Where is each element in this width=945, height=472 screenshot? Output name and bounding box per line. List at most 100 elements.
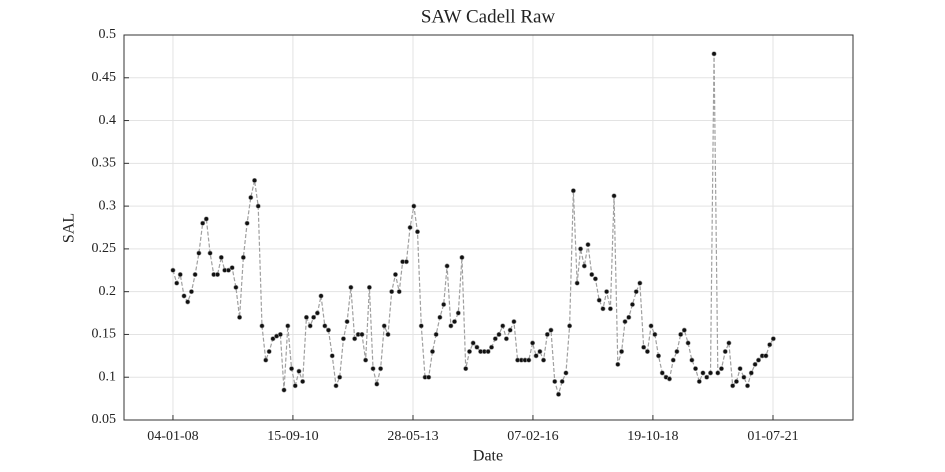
data-point [352,336,358,342]
data-point [496,331,502,337]
data-point [314,310,320,316]
data-point [340,336,346,342]
data-point [641,344,647,350]
data-point [637,280,643,286]
data-point [266,349,272,355]
data-point [289,366,295,372]
data-point [570,188,576,194]
data-point [492,336,498,342]
data-point [403,259,409,265]
data-point [259,323,265,329]
y-tick-label: 0.35 [92,156,117,171]
data-point [489,344,495,350]
x-axis-label: Date [473,448,503,465]
data-point [589,272,595,278]
data-point [619,349,625,355]
data-point [745,383,751,389]
data-point [666,376,672,382]
data-point [333,383,339,389]
data-point [733,378,739,384]
data-point [622,319,628,325]
data-point [659,370,665,376]
data-point [225,267,231,273]
data-point [533,353,539,359]
data-point [541,357,547,363]
data-point [752,361,758,367]
data-point [174,280,180,286]
data-point [604,289,610,295]
data-point [426,374,432,380]
data-point [237,314,243,320]
data-point [648,323,654,329]
data-point [300,378,306,384]
data-point [177,272,183,278]
y-tick-label: 0.45 [92,70,117,85]
data-point [270,336,276,342]
data-point [448,323,454,329]
data-point [763,353,769,359]
data-point [470,340,476,346]
data-point [674,349,680,355]
data-point [433,331,439,337]
y-tick-label: 0.2 [99,284,117,299]
data-point [363,357,369,363]
x-tick-label: 19-10-18 [627,429,678,444]
data-point [322,323,328,329]
data-point [670,357,676,363]
data-point [556,391,562,397]
data-point [708,370,714,376]
x-tick-label: 01-07-21 [747,429,798,444]
data-point [574,280,580,286]
plot-frame [123,34,854,421]
data-point [581,263,587,269]
data-point [370,366,376,372]
data-point [285,323,291,329]
data-point [429,349,435,355]
x-tick-label: 28-05-13 [387,429,438,444]
data-point [730,383,736,389]
data-point [615,361,621,367]
data-point [392,272,398,278]
data-point [503,336,509,342]
data-point [700,370,706,376]
x-tick-label: 15-09-10 [267,429,318,444]
y-tick-label: 0.4 [99,113,117,128]
data-point [407,225,413,231]
data-point [348,284,354,290]
data-point [188,289,194,295]
data-point [185,299,191,305]
data-point [678,331,684,337]
data-point [411,203,417,209]
data-point [452,319,458,325]
data-point [552,378,558,384]
data-point [500,323,506,329]
data-point [722,349,728,355]
data-point [526,357,532,363]
data-point [755,357,761,363]
data-point [318,293,324,299]
data-point [418,323,424,329]
data-point [181,293,187,299]
data-point [396,289,402,295]
data-point [544,331,550,337]
data-point [329,353,335,359]
data-point [337,374,343,380]
data-point [444,263,450,269]
data-point [592,276,598,282]
data-point [414,229,420,235]
data-point [563,370,569,376]
data-point [607,306,613,312]
data-point [767,342,773,348]
data-point [704,374,710,380]
y-tick-label: 0.5 [99,27,117,42]
data-point [711,51,717,57]
data-point [215,272,221,278]
y-axis-label: SAL [61,213,78,243]
data-point [718,366,724,372]
data-point [263,357,269,363]
data-point [463,366,469,372]
data-point [203,216,209,222]
data-point [530,340,536,346]
